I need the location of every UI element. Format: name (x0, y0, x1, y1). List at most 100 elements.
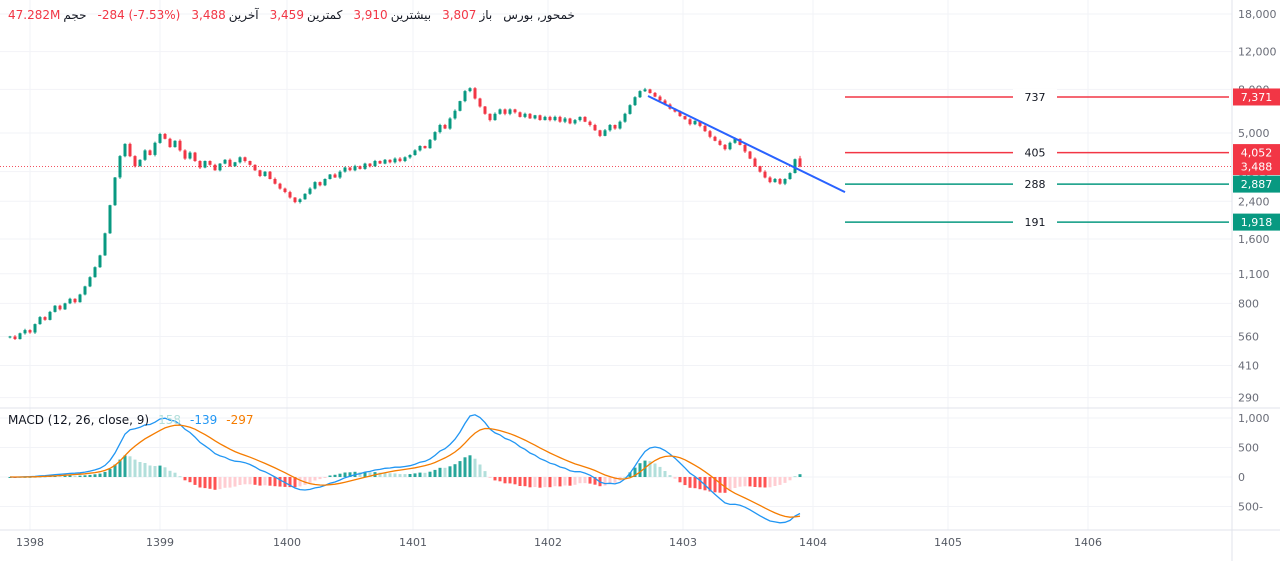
candle-body (243, 157, 247, 161)
candle-body (713, 136, 717, 141)
year-axis-label[interactable]: 1399 (146, 536, 174, 549)
candle-body (238, 157, 242, 163)
candle-body (333, 174, 337, 178)
macd-histogram-bar (78, 475, 82, 477)
macd-axis-label[interactable]: 500 (1238, 442, 1259, 455)
candle-body (148, 150, 152, 155)
year-axis-label[interactable]: 1405 (934, 536, 962, 549)
macd-histogram-bar (638, 463, 642, 477)
macd-axis-label[interactable]: 500- (1238, 501, 1263, 514)
macd-histogram-bar (553, 477, 557, 487)
macd-line-value: -139 (190, 413, 218, 427)
price-axis-label[interactable]: 800 (1238, 297, 1259, 310)
price-axis-label[interactable]: 290 (1238, 392, 1259, 405)
candle-body (153, 142, 157, 155)
macd-histogram-bar (753, 477, 757, 487)
macd-histogram-bar (253, 477, 257, 485)
candle-body (93, 267, 97, 278)
candle-body (558, 116, 562, 122)
candle-body (278, 183, 282, 189)
price-axis-label[interactable]: 1,600 (1238, 233, 1270, 246)
price-axis-label[interactable]: 2,400 (1238, 195, 1270, 208)
candle-body (453, 110, 457, 119)
candle-body (303, 193, 307, 200)
candle-body (598, 130, 602, 136)
price-axis-label[interactable]: 560 (1238, 331, 1259, 344)
candle-body (218, 163, 222, 171)
macd-histogram-bar (303, 477, 307, 485)
price-axis-label[interactable]: 1,100 (1238, 268, 1270, 281)
price-badge-label: 7,371 (1241, 91, 1273, 104)
macd-axis-label[interactable]: 0 (1238, 471, 1245, 484)
macd-histogram-bar (158, 465, 162, 477)
year-axis-label[interactable]: 1400 (273, 536, 301, 549)
level-label-bg (1013, 176, 1057, 193)
candle-body (723, 144, 727, 150)
macd-histogram-bar (628, 472, 632, 477)
candle-body (323, 179, 327, 186)
level-label-bg (1013, 88, 1057, 105)
macd-histogram-bar (543, 477, 547, 488)
macd-histogram-bar (693, 477, 697, 489)
macd-histogram-bar (653, 463, 657, 477)
macd-histogram-bar (88, 474, 92, 477)
candle-body (313, 182, 317, 189)
candle-body (318, 182, 322, 186)
macd-histogram-bar (173, 472, 177, 477)
candle-body (728, 142, 732, 150)
candle-body (493, 113, 497, 121)
candle-body (353, 166, 357, 171)
volume-value: 47.282M (8, 8, 61, 22)
candle-body (428, 139, 432, 149)
candle-body (403, 157, 407, 161)
macd-histogram-bar (308, 477, 312, 483)
candle-body (693, 120, 697, 125)
macd-histogram-bar (453, 464, 457, 477)
macd-histogram-bar (73, 475, 77, 477)
candle-body (718, 140, 722, 145)
macd-histogram-bar (228, 477, 232, 488)
macd-histogram-bar (223, 477, 227, 488)
symbol-name[interactable]: خمحور, بورس (503, 8, 575, 22)
price-axis-label[interactable]: 5,000 (1238, 127, 1270, 140)
candle-body (703, 125, 707, 132)
year-axis-label[interactable]: 1398 (16, 536, 44, 549)
year-axis-label[interactable]: 1404 (799, 536, 827, 549)
macd-histogram-bar (708, 477, 712, 492)
candle-body (503, 109, 507, 114)
candle-body (183, 150, 187, 159)
macd-histogram-bar (613, 477, 617, 483)
price-badge (1233, 158, 1280, 176)
macd-histogram-value: 158 (158, 413, 182, 427)
candle-body (483, 106, 487, 114)
candle-body (378, 161, 382, 164)
candle-body (73, 298, 77, 303)
candle-body (283, 188, 287, 192)
macd-histogram-bar (698, 477, 702, 490)
candle-body (173, 140, 177, 148)
year-axis-label[interactable]: 1403 (669, 536, 697, 549)
price-axis-label[interactable]: 12,000 (1238, 46, 1277, 59)
candle-body (123, 143, 127, 157)
macd-histogram-bar (538, 477, 542, 488)
year-axis-label[interactable]: 1401 (399, 536, 427, 549)
candle-body (138, 159, 142, 167)
year-axis-label[interactable]: 1402 (534, 536, 562, 549)
macd-histogram-bar (218, 477, 222, 490)
price-axis-label[interactable]: 18,000 (1238, 8, 1277, 21)
macd-histogram-bar (583, 477, 587, 484)
price-badge (1233, 213, 1280, 231)
candle-body (443, 125, 447, 129)
year-axis-label[interactable]: 1406 (1074, 536, 1102, 549)
candle-body (548, 116, 552, 121)
candle-body (363, 163, 367, 169)
price-axis-label[interactable]: 410 (1238, 359, 1259, 372)
macd-line (9, 414, 801, 524)
macd-axis-label[interactable]: 1,000 (1238, 412, 1270, 425)
trendline[interactable] (647, 95, 846, 193)
candle-body (658, 96, 662, 101)
level-label: 288 (1025, 178, 1046, 191)
macd-histogram-bar (438, 467, 442, 477)
